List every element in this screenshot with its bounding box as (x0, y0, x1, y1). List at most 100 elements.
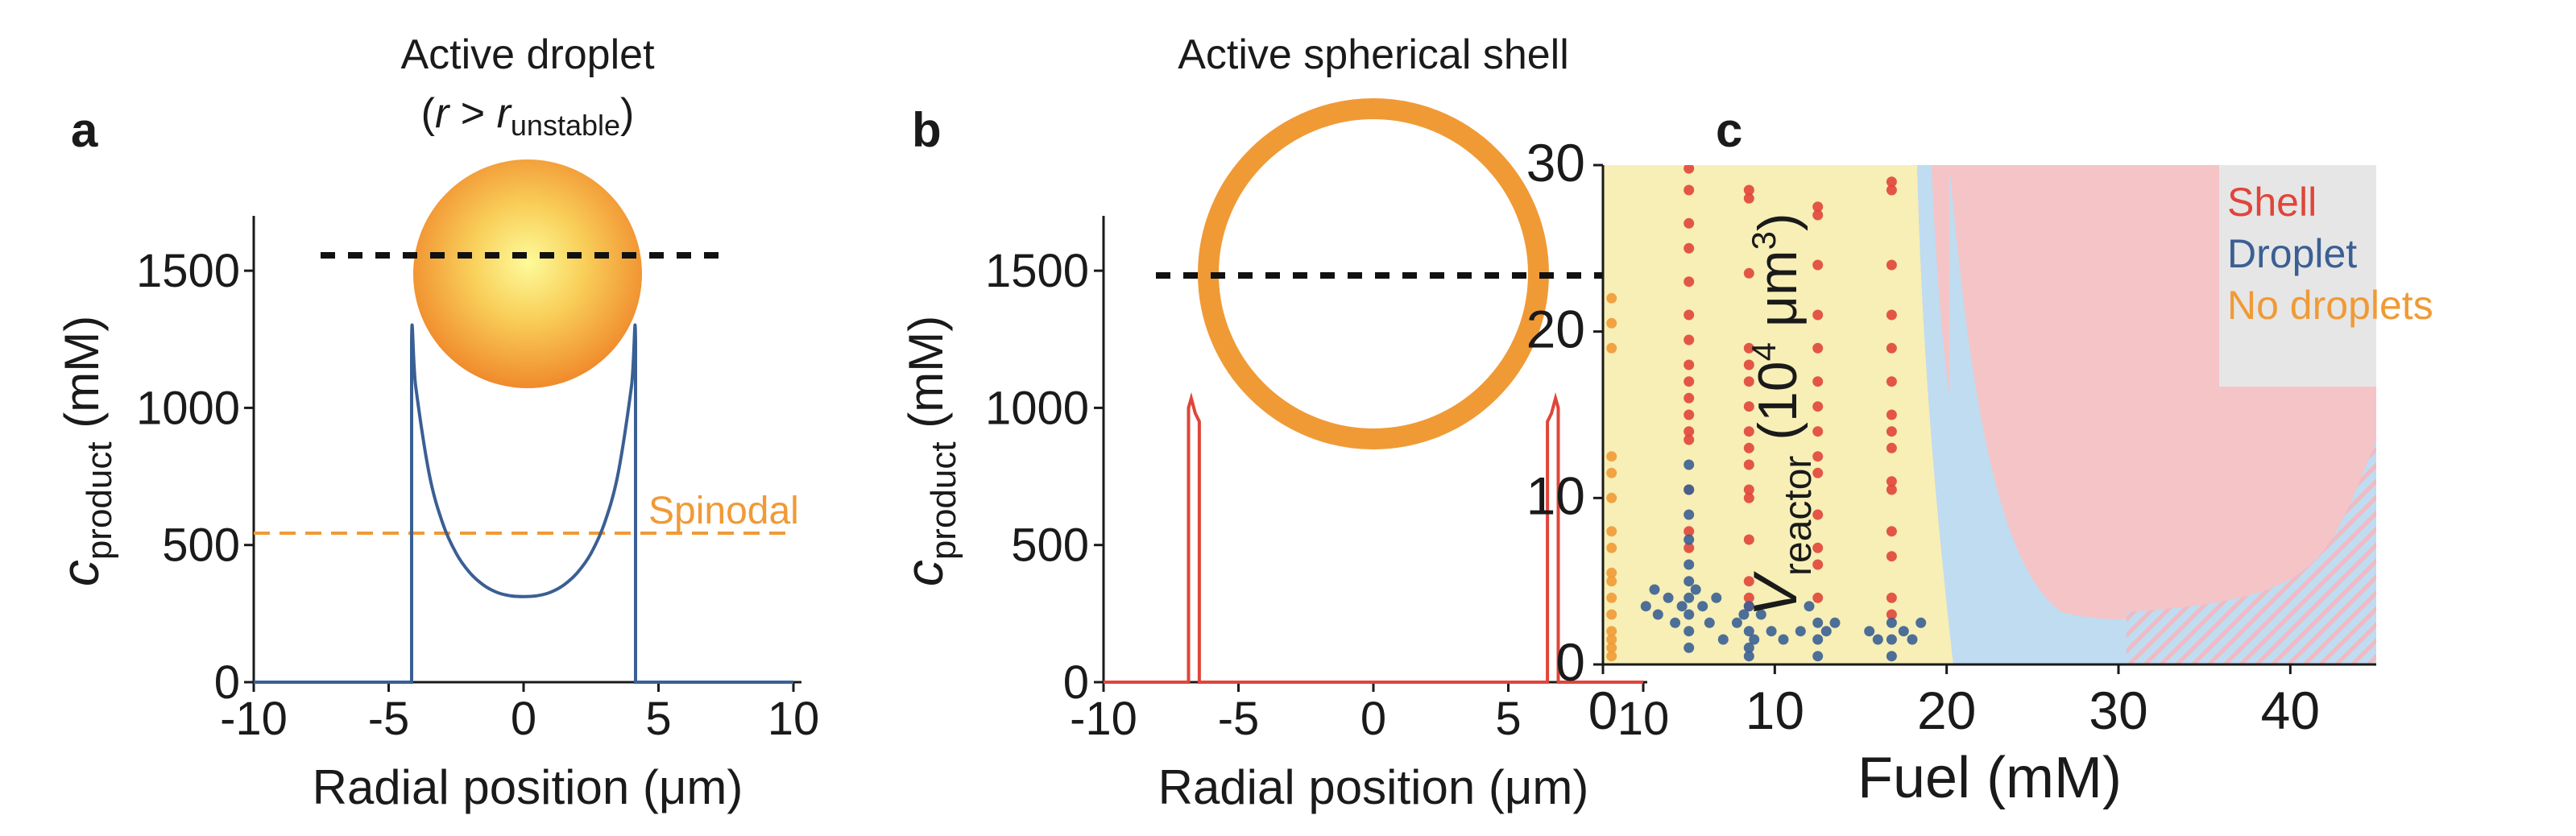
scatter-point-shell (1743, 184, 1754, 196)
panel-b-caption: Active spherical shell (1178, 31, 1569, 78)
scatter-point-shell (1743, 426, 1754, 437)
scatter-point-shell (1886, 476, 1897, 487)
scatter-point-shell (1812, 467, 1824, 478)
scatter-point-shell (1684, 242, 1695, 254)
y-tick-label: 1000 (985, 382, 1089, 434)
scatter-point-shell (1743, 192, 1754, 204)
scatter-point-shell (1812, 401, 1824, 412)
scatter-point-shell (1812, 342, 1824, 354)
scatter-points (1606, 165, 1927, 662)
scatter-point-droplet (1738, 609, 1750, 620)
y-tick-label: 1500 (985, 245, 1089, 297)
scatter-point-droplet (1743, 626, 1754, 637)
scatter-point-droplet (1684, 609, 1695, 620)
scatter-point-shell (1684, 165, 1695, 174)
y-tick-label: 0 (1063, 656, 1089, 709)
scatter-point-shell (1886, 176, 1897, 188)
x-tick-label: -10 (1070, 693, 1137, 745)
scatter-point-shell (1684, 334, 1695, 346)
scatter-point-shell (1886, 309, 1897, 321)
scatter-point-shell (1812, 309, 1824, 321)
scatter-point-shell (1743, 459, 1754, 470)
scatter-point-droplet (1684, 509, 1695, 520)
scatter-point-shell (1684, 526, 1695, 537)
scatter-point-shell (1684, 217, 1695, 229)
scatter-point-droplet (1864, 626, 1875, 637)
droplet-region (1917, 165, 1990, 664)
shell-illustration (1198, 98, 1549, 449)
scatter-point-shell (1886, 376, 1897, 387)
scatter-point-shell (1812, 451, 1824, 462)
scatter-point-shell (1684, 359, 1695, 370)
scatter-point-no-droplets (1606, 542, 1617, 553)
scatter-point-droplet (1766, 626, 1777, 637)
scatter-point-no-droplets (1606, 626, 1617, 637)
scatter-point-shell (1812, 592, 1824, 603)
scatter-point-shell (1743, 376, 1754, 387)
scatter-point-shell (1684, 184, 1695, 196)
scatter-point-shell (1684, 434, 1695, 445)
scatter-point-droplet (1684, 576, 1695, 587)
scatter-point-droplet (1731, 617, 1742, 628)
scatter-point-shell (1812, 426, 1824, 437)
x-tick-label: 10 (1746, 681, 1804, 740)
x-tick-label: 20 (1917, 681, 1976, 740)
x-tick-label: 5 (1495, 693, 1521, 745)
scatter-point-shell (1886, 184, 1897, 196)
y-tick-label: 30 (1526, 133, 1585, 192)
scatter-point-droplet (1886, 651, 1897, 662)
panel-c-letter: c (1716, 103, 1742, 157)
scatter-point-droplet (1704, 617, 1715, 628)
scatter-point-shell (1812, 559, 1824, 570)
scatter-point-shell (1886, 609, 1897, 620)
scatter-point-shell (1886, 442, 1897, 453)
panel-c-ticks: 0 10 20 30 40 0 10 20 30 (1526, 133, 2320, 740)
scatter-point-droplet (1697, 601, 1708, 612)
scatter-point-shell (1886, 259, 1897, 271)
scatter-point-droplet (1684, 626, 1695, 637)
scatter-point-no-droplets (1606, 609, 1617, 620)
panel-b-ylabel: cproduct (mM) (894, 316, 963, 586)
y-tick-label: 20 (1526, 300, 1585, 359)
scatter-point-droplet (1886, 634, 1897, 645)
panel-b-letter: b (912, 103, 942, 157)
scatter-point-no-droplets (1606, 642, 1617, 653)
panel-b: b Active spherical shell -10 -5 0 5 10050010… (894, 31, 1669, 814)
scatter-point-droplet (1829, 617, 1841, 628)
legend-shell: Shell (2227, 180, 2317, 225)
scatter-point-droplet (1684, 459, 1695, 470)
scatter-point-shell (1743, 484, 1754, 495)
scatter-point-droplet (1743, 601, 1754, 612)
scatter-point-droplet (1676, 601, 1688, 612)
scatter-point-droplet (1743, 651, 1754, 662)
scatter-point-droplet (1684, 559, 1695, 570)
scatter-point-shell (1743, 442, 1754, 453)
scatter-point-no-droplets (1606, 576, 1617, 587)
scatter-point-shell (1886, 551, 1897, 562)
scatter-point-shell (1812, 201, 1824, 213)
scatter-point-droplet (1755, 609, 1766, 620)
y-tick-label: 1500 (136, 245, 240, 297)
legend-box (2219, 165, 2376, 387)
panel-c-xlabel: Fuel (mM) (1857, 746, 2122, 810)
scatter-point-shell (1886, 526, 1897, 537)
y-tick-label: 500 (1011, 519, 1089, 572)
panel-c-ylabel: Vreactor (104 μm3) (1741, 213, 1820, 616)
scatter-point-no-droplets (1606, 292, 1617, 304)
panel-a: a Active droplet (r > runstable) -10 -5 0 5… (50, 31, 819, 814)
scatter-point-shell (1743, 534, 1754, 545)
x-tick-label: -5 (368, 693, 410, 745)
scatter-point-droplet (1812, 634, 1824, 645)
scatter-point-droplet (1652, 609, 1663, 620)
scatter-point-droplet (1717, 634, 1729, 645)
scatter-point-droplet (1649, 584, 1660, 595)
scatter-point-droplet (1907, 634, 1918, 645)
scatter-point-droplet (1684, 534, 1695, 545)
panel-a-ylabel: cproduct (mM) (50, 316, 119, 586)
scatter-point-droplet (1743, 642, 1754, 653)
panel-b-xlabel: Radial position (μm) (1158, 760, 1589, 814)
scatter-point-droplet (1804, 601, 1815, 612)
scatter-point-shell (1743, 267, 1754, 279)
